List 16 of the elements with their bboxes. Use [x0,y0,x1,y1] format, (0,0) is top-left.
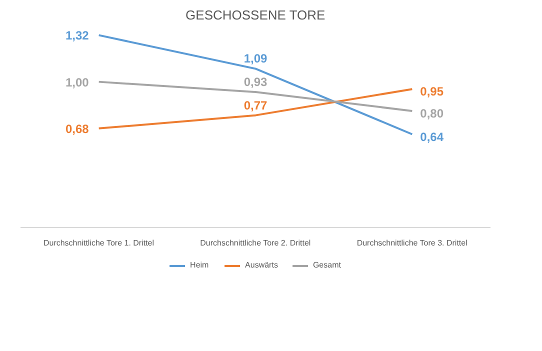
chart-title: GESCHOSSENE TORE [186,8,326,22]
data-label: 0,77 [244,98,268,112]
data-label: 0,93 [244,75,268,90]
data-label: 0,80 [420,106,444,120]
data-label: 0,68 [65,122,90,136]
x-tick-label: Durchschnittliche Tore 3. Drittel [356,238,468,248]
x-tick-label: Durchschnittliche Tore 2. Drittel [200,238,311,248]
data-label: 0,64 [420,130,444,144]
legend-label: Gesamt [312,260,341,270]
data-label: 1,09 [244,52,268,66]
data-label: 0,95 [420,84,444,99]
x-tick-label: Durchschnittliche Tore 1. Drittel [43,238,154,248]
legend-label: Heim [190,260,210,270]
data-label: 1,32 [65,28,90,43]
data-label: 1,00 [65,75,90,90]
legend-label: Auswärts [245,260,278,270]
